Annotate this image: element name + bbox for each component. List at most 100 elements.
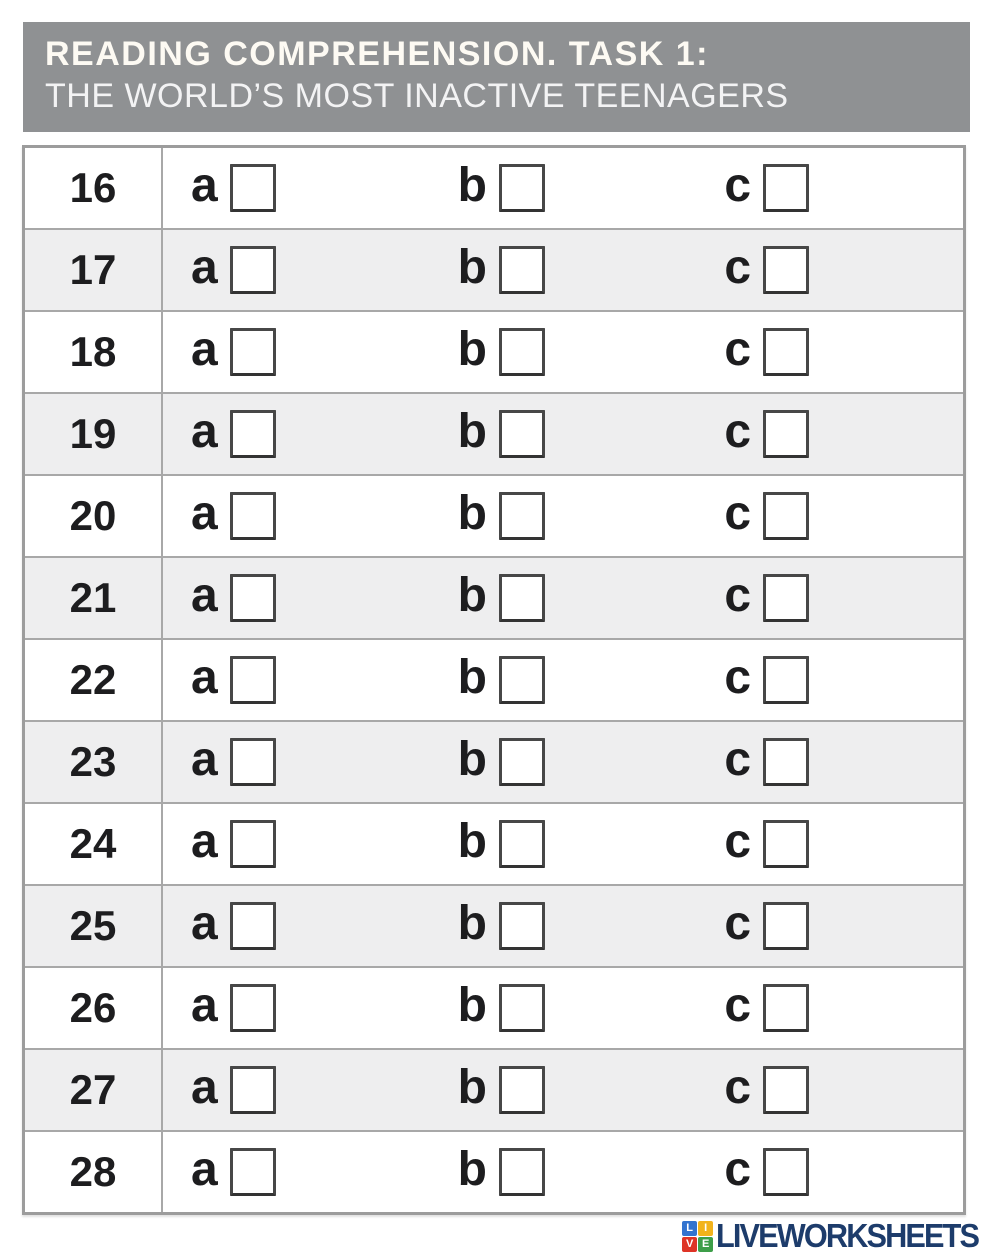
option-c-label: c (724, 241, 752, 294)
option-c-label: c (724, 323, 752, 376)
option-b: b (430, 148, 697, 228)
option-a-checkbox[interactable] (229, 1148, 276, 1196)
option-a-checkbox[interactable] (229, 984, 276, 1032)
option-b: b (430, 640, 697, 720)
option-c-checkbox[interactable] (763, 164, 810, 212)
question-number: 21 (25, 558, 163, 638)
option-a-checkbox[interactable] (229, 902, 276, 950)
option-c-checkbox[interactable] (763, 820, 810, 868)
logo-tile: I (698, 1220, 714, 1236)
option-a: a (163, 148, 430, 228)
option-a: a (163, 886, 430, 966)
option-b-label: b (457, 733, 487, 786)
option-b-label: b (457, 487, 487, 540)
option-a-checkbox[interactable] (229, 492, 276, 540)
option-c-label: c (724, 487, 752, 540)
answer-row: 24 a b c (25, 804, 963, 886)
option-b-checkbox[interactable] (499, 656, 545, 704)
option-a-label: a (191, 405, 218, 458)
option-c-checkbox[interactable] (763, 738, 810, 786)
option-c: c (696, 394, 963, 474)
option-c-checkbox[interactable] (763, 410, 810, 458)
option-b-label: b (457, 323, 487, 376)
answer-row: 16 a b c (25, 148, 963, 230)
task-title: READING COMPREHENSION. TASK 1: (45, 35, 709, 73)
option-b-checkbox[interactable] (499, 984, 545, 1032)
option-b-checkbox[interactable] (499, 246, 545, 294)
question-number: 26 (25, 968, 163, 1048)
option-c-checkbox[interactable] (763, 492, 810, 540)
answer-row: 22 a b c (25, 640, 963, 722)
question-number: 25 (25, 886, 163, 966)
option-c-checkbox[interactable] (763, 1066, 810, 1114)
option-c: c (696, 230, 963, 310)
option-a-checkbox[interactable] (229, 1066, 276, 1114)
option-a-label: a (191, 897, 218, 950)
option-c: c (696, 886, 963, 966)
option-c-checkbox[interactable] (763, 574, 810, 622)
option-a-checkbox[interactable] (229, 656, 276, 704)
option-b-checkbox[interactable] (499, 410, 545, 458)
option-b: b (430, 886, 697, 966)
option-b-label: b (457, 815, 487, 868)
question-number: 17 (25, 230, 163, 310)
option-a: a (163, 312, 430, 392)
option-b-checkbox[interactable] (499, 328, 545, 376)
option-a-checkbox[interactable] (229, 164, 276, 212)
option-a-checkbox[interactable] (229, 820, 276, 868)
option-a-checkbox[interactable] (229, 574, 276, 622)
option-a-label: a (191, 159, 218, 212)
answer-row: 23 a b c (25, 722, 963, 804)
logo-tile: V (682, 1236, 698, 1252)
option-c-checkbox[interactable] (763, 1148, 810, 1196)
option-b-checkbox[interactable] (499, 1148, 545, 1196)
option-a-label: a (191, 815, 218, 868)
option-a-checkbox[interactable] (229, 328, 276, 376)
option-c-checkbox[interactable] (763, 984, 810, 1032)
option-b: b (430, 476, 697, 556)
option-b: b (430, 804, 697, 884)
option-a-label: a (191, 569, 218, 622)
question-number: 28 (25, 1132, 163, 1212)
option-a-label: a (191, 651, 218, 704)
option-c-checkbox[interactable] (763, 328, 810, 376)
option-a-checkbox[interactable] (229, 410, 276, 458)
option-b-checkbox[interactable] (499, 820, 545, 868)
option-c-label: c (724, 569, 752, 622)
liveworksheets-logo-text: LIVEWORKSHEETS (716, 1217, 980, 1254)
question-number: 24 (25, 804, 163, 884)
option-c: c (696, 476, 963, 556)
answer-row: 28 a b c (25, 1132, 963, 1212)
option-b-checkbox[interactable] (499, 738, 545, 786)
option-c-checkbox[interactable] (763, 656, 810, 704)
option-c-label: c (724, 405, 752, 458)
options-cell: a b c (163, 230, 963, 310)
options-cell: a b c (163, 312, 963, 392)
answer-row: 17 a b c (25, 230, 963, 312)
option-a: a (163, 640, 430, 720)
option-b-checkbox[interactable] (499, 574, 545, 622)
option-a-checkbox[interactable] (229, 738, 276, 786)
options-cell: a b c (163, 1050, 963, 1130)
option-c-checkbox[interactable] (763, 246, 810, 294)
option-a: a (163, 476, 430, 556)
option-c: c (696, 1132, 963, 1212)
option-a-label: a (191, 733, 218, 786)
option-c: c (696, 722, 963, 802)
option-c: c (696, 148, 963, 228)
option-b-checkbox[interactable] (499, 1066, 545, 1114)
answer-row: 25 a b c (25, 886, 963, 968)
option-a: a (163, 1132, 430, 1212)
option-b-checkbox[interactable] (499, 902, 545, 950)
option-b-checkbox[interactable] (499, 492, 545, 540)
option-a: a (163, 230, 430, 310)
options-cell: a b c (163, 886, 963, 966)
option-a: a (163, 722, 430, 802)
option-b-checkbox[interactable] (499, 164, 545, 212)
options-cell: a b c (163, 1132, 963, 1212)
option-a-checkbox[interactable] (229, 246, 276, 294)
answer-row: 20 a b c (25, 476, 963, 558)
question-number: 18 (25, 312, 163, 392)
option-c-checkbox[interactable] (763, 902, 810, 950)
question-number: 16 (25, 148, 163, 228)
